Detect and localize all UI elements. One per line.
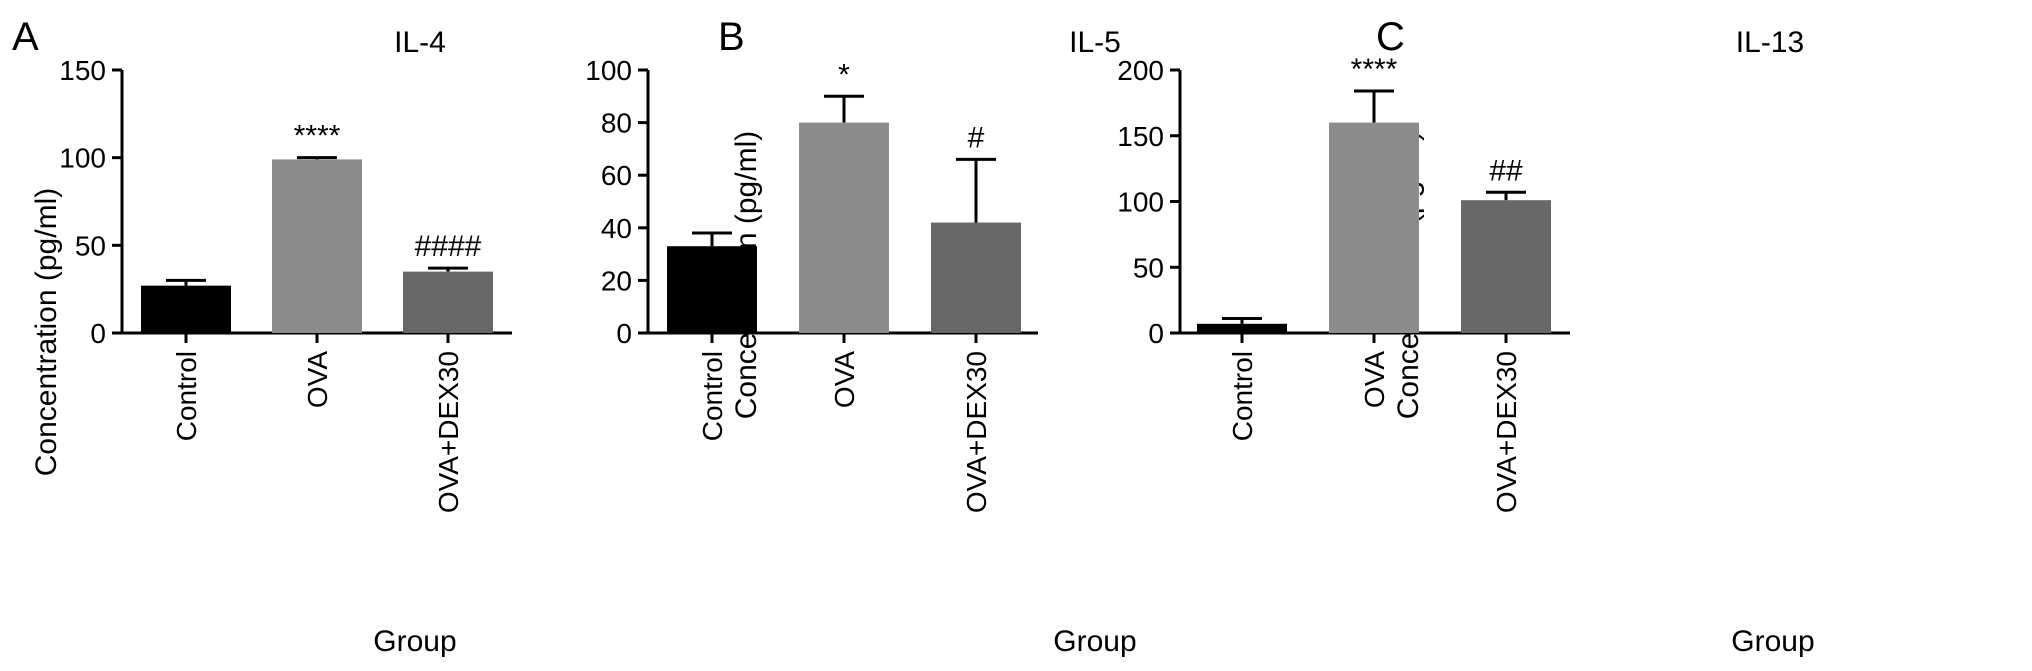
panel-c: C IL-13 Concentration (pg/ml) Group 0501…	[1117, 15, 1814, 658]
x-tick-label: OVA	[1359, 351, 1390, 408]
bar	[1197, 323, 1287, 333]
x-axis-label: Group	[1731, 625, 1814, 658]
panel-b: B IL-5 Concentration (pg/ml) Group 02040…	[585, 15, 1136, 658]
x-axis-label: Group	[1053, 625, 1136, 658]
y-tick-label: 50	[75, 230, 106, 261]
x-axis-label: Group	[373, 625, 456, 658]
plot-area: 0 20 40 60 80 100 Control OVA * OVA+DEX30 #	[585, 55, 1038, 513]
y-tick-label: 150	[59, 55, 106, 86]
panel-a: A IL-4 Concentration (pg/ml) Group 0 50 10…	[12, 15, 512, 658]
bar	[799, 122, 889, 333]
y-tick-label: 200	[1117, 55, 1164, 86]
y-tick-label: 100	[59, 143, 106, 174]
plot-area: 0 50 100 150 Control OVA **** OVA+DEX30 ####	[59, 55, 512, 513]
y-tick-label: 150	[1117, 121, 1164, 152]
bar	[141, 285, 231, 333]
y-tick-label: 100	[585, 55, 632, 86]
significance-label: ****	[1351, 53, 1398, 86]
y-tick-label: 40	[601, 213, 632, 244]
bar	[667, 246, 757, 333]
y-tick-label: 0	[90, 318, 106, 349]
y-tick-label: 50	[1133, 252, 1164, 283]
x-tick-label: OVA+DEX30	[433, 351, 464, 513]
bar	[1329, 122, 1419, 333]
chart-title: IL-13	[1736, 26, 1804, 59]
significance-label: ****	[294, 120, 341, 153]
y-tick-label: 20	[601, 265, 632, 296]
y-axis-label: Concentration (pg/ml)	[30, 188, 63, 476]
x-tick-label: OVA+DEX30	[1491, 351, 1522, 513]
panel-letter: C	[1376, 15, 1405, 59]
bar	[403, 271, 493, 333]
x-tick-label: Control	[171, 351, 202, 441]
y-tick-label: 60	[601, 160, 632, 191]
bar	[931, 222, 1021, 333]
significance-label: *	[838, 58, 850, 91]
significance-label: ####	[415, 230, 482, 263]
x-tick-label: OVA	[829, 351, 860, 408]
panel-letter: A	[12, 15, 39, 59]
panel-letter: B	[718, 15, 745, 59]
x-tick-label: OVA+DEX30	[961, 351, 992, 513]
plot-area: 0 50 100 150 200 Control OVA **** OVA+DEX30 ##	[1117, 53, 1570, 513]
bar	[1461, 200, 1551, 333]
chart-title: IL-4	[394, 26, 446, 59]
y-tick-label: 0	[1148, 318, 1164, 349]
y-tick-label: 100	[1117, 187, 1164, 218]
x-tick-label: Control	[697, 351, 728, 441]
x-tick-label: Control	[1227, 351, 1258, 441]
x-tick-label: OVA	[302, 351, 333, 408]
y-tick-label: 80	[601, 108, 632, 139]
chart-title: IL-5	[1069, 26, 1121, 59]
y-tick-label: 0	[616, 318, 632, 349]
significance-label: #	[968, 121, 985, 154]
bar	[272, 159, 362, 333]
significance-label: ##	[1489, 154, 1523, 187]
